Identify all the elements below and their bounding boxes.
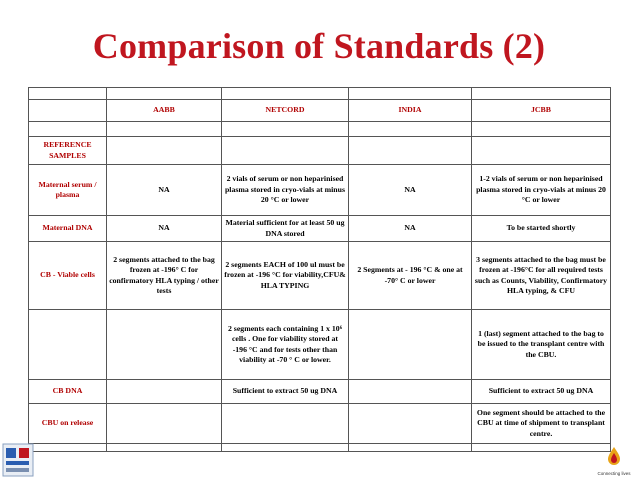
flame-drop-icon — [608, 447, 620, 465]
table-cell — [106, 309, 222, 380]
table-cell: 2 vials of serum or non heparinised plas… — [221, 164, 349, 216]
table-cell: NA — [348, 215, 472, 242]
table-header-row: AABB NETCORD INDIA JCBB — [28, 99, 611, 122]
table-row-cb-viable-cells-cont: 2 segments each containing 1 x 10⁶ cells… — [28, 309, 611, 380]
table-cell: Material sufficient for at least 50 ug D… — [221, 215, 349, 242]
table-cell: 3 segments attached to the bag must be f… — [471, 241, 611, 310]
row-label: REFERENCE SAMPLES — [28, 136, 107, 165]
header-jcbb: JCBB — [471, 99, 611, 122]
table-cell — [106, 136, 222, 165]
row-label: Maternal DNA — [28, 215, 107, 242]
table-cell — [348, 136, 472, 165]
header-india: INDIA — [348, 99, 472, 122]
table-row-cbu-on-release: CBU on release One segment should be att… — [28, 403, 611, 444]
organization-logo-left — [2, 443, 34, 477]
table-cell: NA — [106, 164, 222, 216]
table-cell: NA — [106, 215, 222, 242]
row-label: Maternal serum / plasma — [28, 164, 107, 216]
table-cell: 1-2 vials of serum or non heparinised pl… — [471, 164, 611, 216]
header-cell — [28, 99, 107, 122]
table-row-maternal-dna: Maternal DNA NA Material sufficient for … — [28, 215, 611, 242]
organization-logo-right: Connecting lives — [596, 446, 632, 478]
table-spacer-row — [28, 87, 611, 100]
table-cell: One segment should be attached to the CB… — [471, 403, 611, 444]
table-cell: 2 segments attached to the bag frozen at… — [106, 241, 222, 310]
table-cell — [348, 403, 472, 444]
table-cell — [471, 136, 611, 165]
row-label: CB - Viable cells — [28, 241, 107, 310]
table-spacer-row — [28, 443, 611, 452]
table-cell: 2 segments each containing 1 x 10⁶ cells… — [221, 309, 349, 380]
logo-emblem-icon — [2, 443, 34, 477]
table-cell — [221, 403, 349, 444]
row-label — [28, 309, 107, 380]
table-cell — [106, 403, 222, 444]
table-row-maternal-serum: Maternal serum / plasma NA 2 vials of se… — [28, 164, 611, 216]
header-netcord: NETCORD — [221, 99, 349, 122]
table-cell — [106, 379, 222, 404]
logo-tagline: Connecting lives — [597, 471, 631, 476]
table-cell: To be started shortly — [471, 215, 611, 242]
table-cell: 2 segments EACH of 100 ul must be frozen… — [221, 241, 349, 310]
table-cell: Sufficient to extract 50 ug DNA — [221, 379, 349, 404]
page-title: Comparison of Standards (2) — [92, 26, 546, 66]
table-cell: Sufficient to extract 50 ug DNA — [471, 379, 611, 404]
table-cell — [348, 309, 472, 380]
table-cell: 2 Segments at - 196 °C & one at -70° C o… — [348, 241, 472, 310]
row-label: CB DNA — [28, 379, 107, 404]
table-cell — [221, 136, 349, 165]
table-cell — [348, 379, 472, 404]
table-cell: NA — [348, 164, 472, 216]
header-aabb: AABB — [106, 99, 222, 122]
table-row-cb-dna: CB DNA Sufficient to extract 50 ug DNA S… — [28, 379, 611, 404]
table-row-cb-viable-cells: CB - Viable cells 2 segments attached to… — [28, 241, 611, 310]
table-row-reference-samples: REFERENCE SAMPLES — [28, 136, 611, 165]
table-cell: 1 (last) segment attached to the bag to … — [471, 309, 611, 380]
standards-comparison-table: AABB NETCORD INDIA JCBB REFERENCE SAMPLE… — [28, 87, 611, 452]
table-spacer-row — [28, 121, 611, 137]
row-label: CBU on release — [28, 403, 107, 444]
